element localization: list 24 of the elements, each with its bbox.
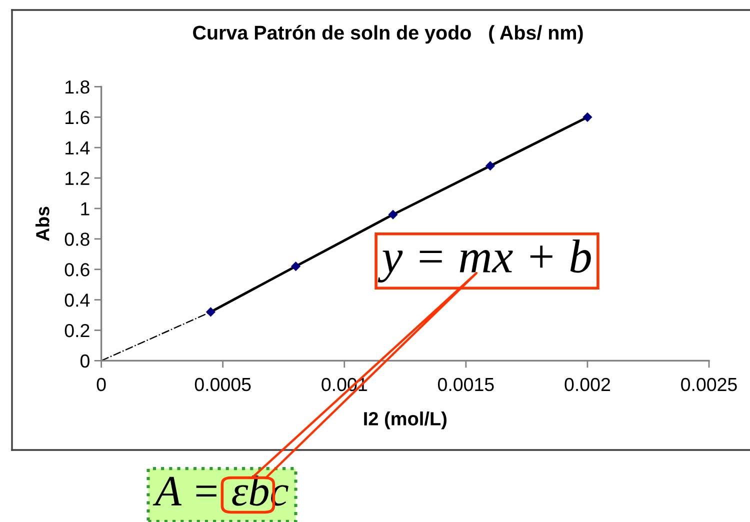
y-tick-label: 0.6: [64, 263, 90, 276]
y-tick-label: 1: [81, 202, 90, 216]
x-tick-label: 0.0015: [438, 378, 494, 392]
y-tick-label: 1.2: [66, 172, 90, 185]
x-tick-label: 0.0005: [194, 378, 251, 392]
point: [388, 210, 398, 220]
x-axis-title: I2 (mol/L): [364, 412, 446, 430]
y-tick-label: 0: [80, 354, 90, 368]
x-tick-label: 0.0025: [681, 378, 737, 392]
y-tick-label: 0.4: [64, 294, 90, 307]
y-tick-label: 0.2: [64, 324, 90, 338]
x-tick-label: 0: [96, 378, 106, 392]
y-tick-label: 1.6: [66, 110, 90, 124]
point: [582, 112, 592, 122]
point: [206, 307, 216, 317]
annotation: y = mx + b: [378, 240, 591, 282]
y-tick-label: 1.4: [66, 141, 90, 154]
point: [485, 161, 496, 171]
y-tick-label: 1.8: [66, 80, 90, 94]
x-tick-label: 0.002: [564, 378, 610, 392]
y-tick-label: 0.8: [64, 232, 90, 246]
chart-title: Curva Patrón de soln de yodo ( Abs/ nm): [193, 25, 583, 44]
y-axis-title: Abs: [36, 206, 50, 241]
point: [290, 262, 301, 272]
